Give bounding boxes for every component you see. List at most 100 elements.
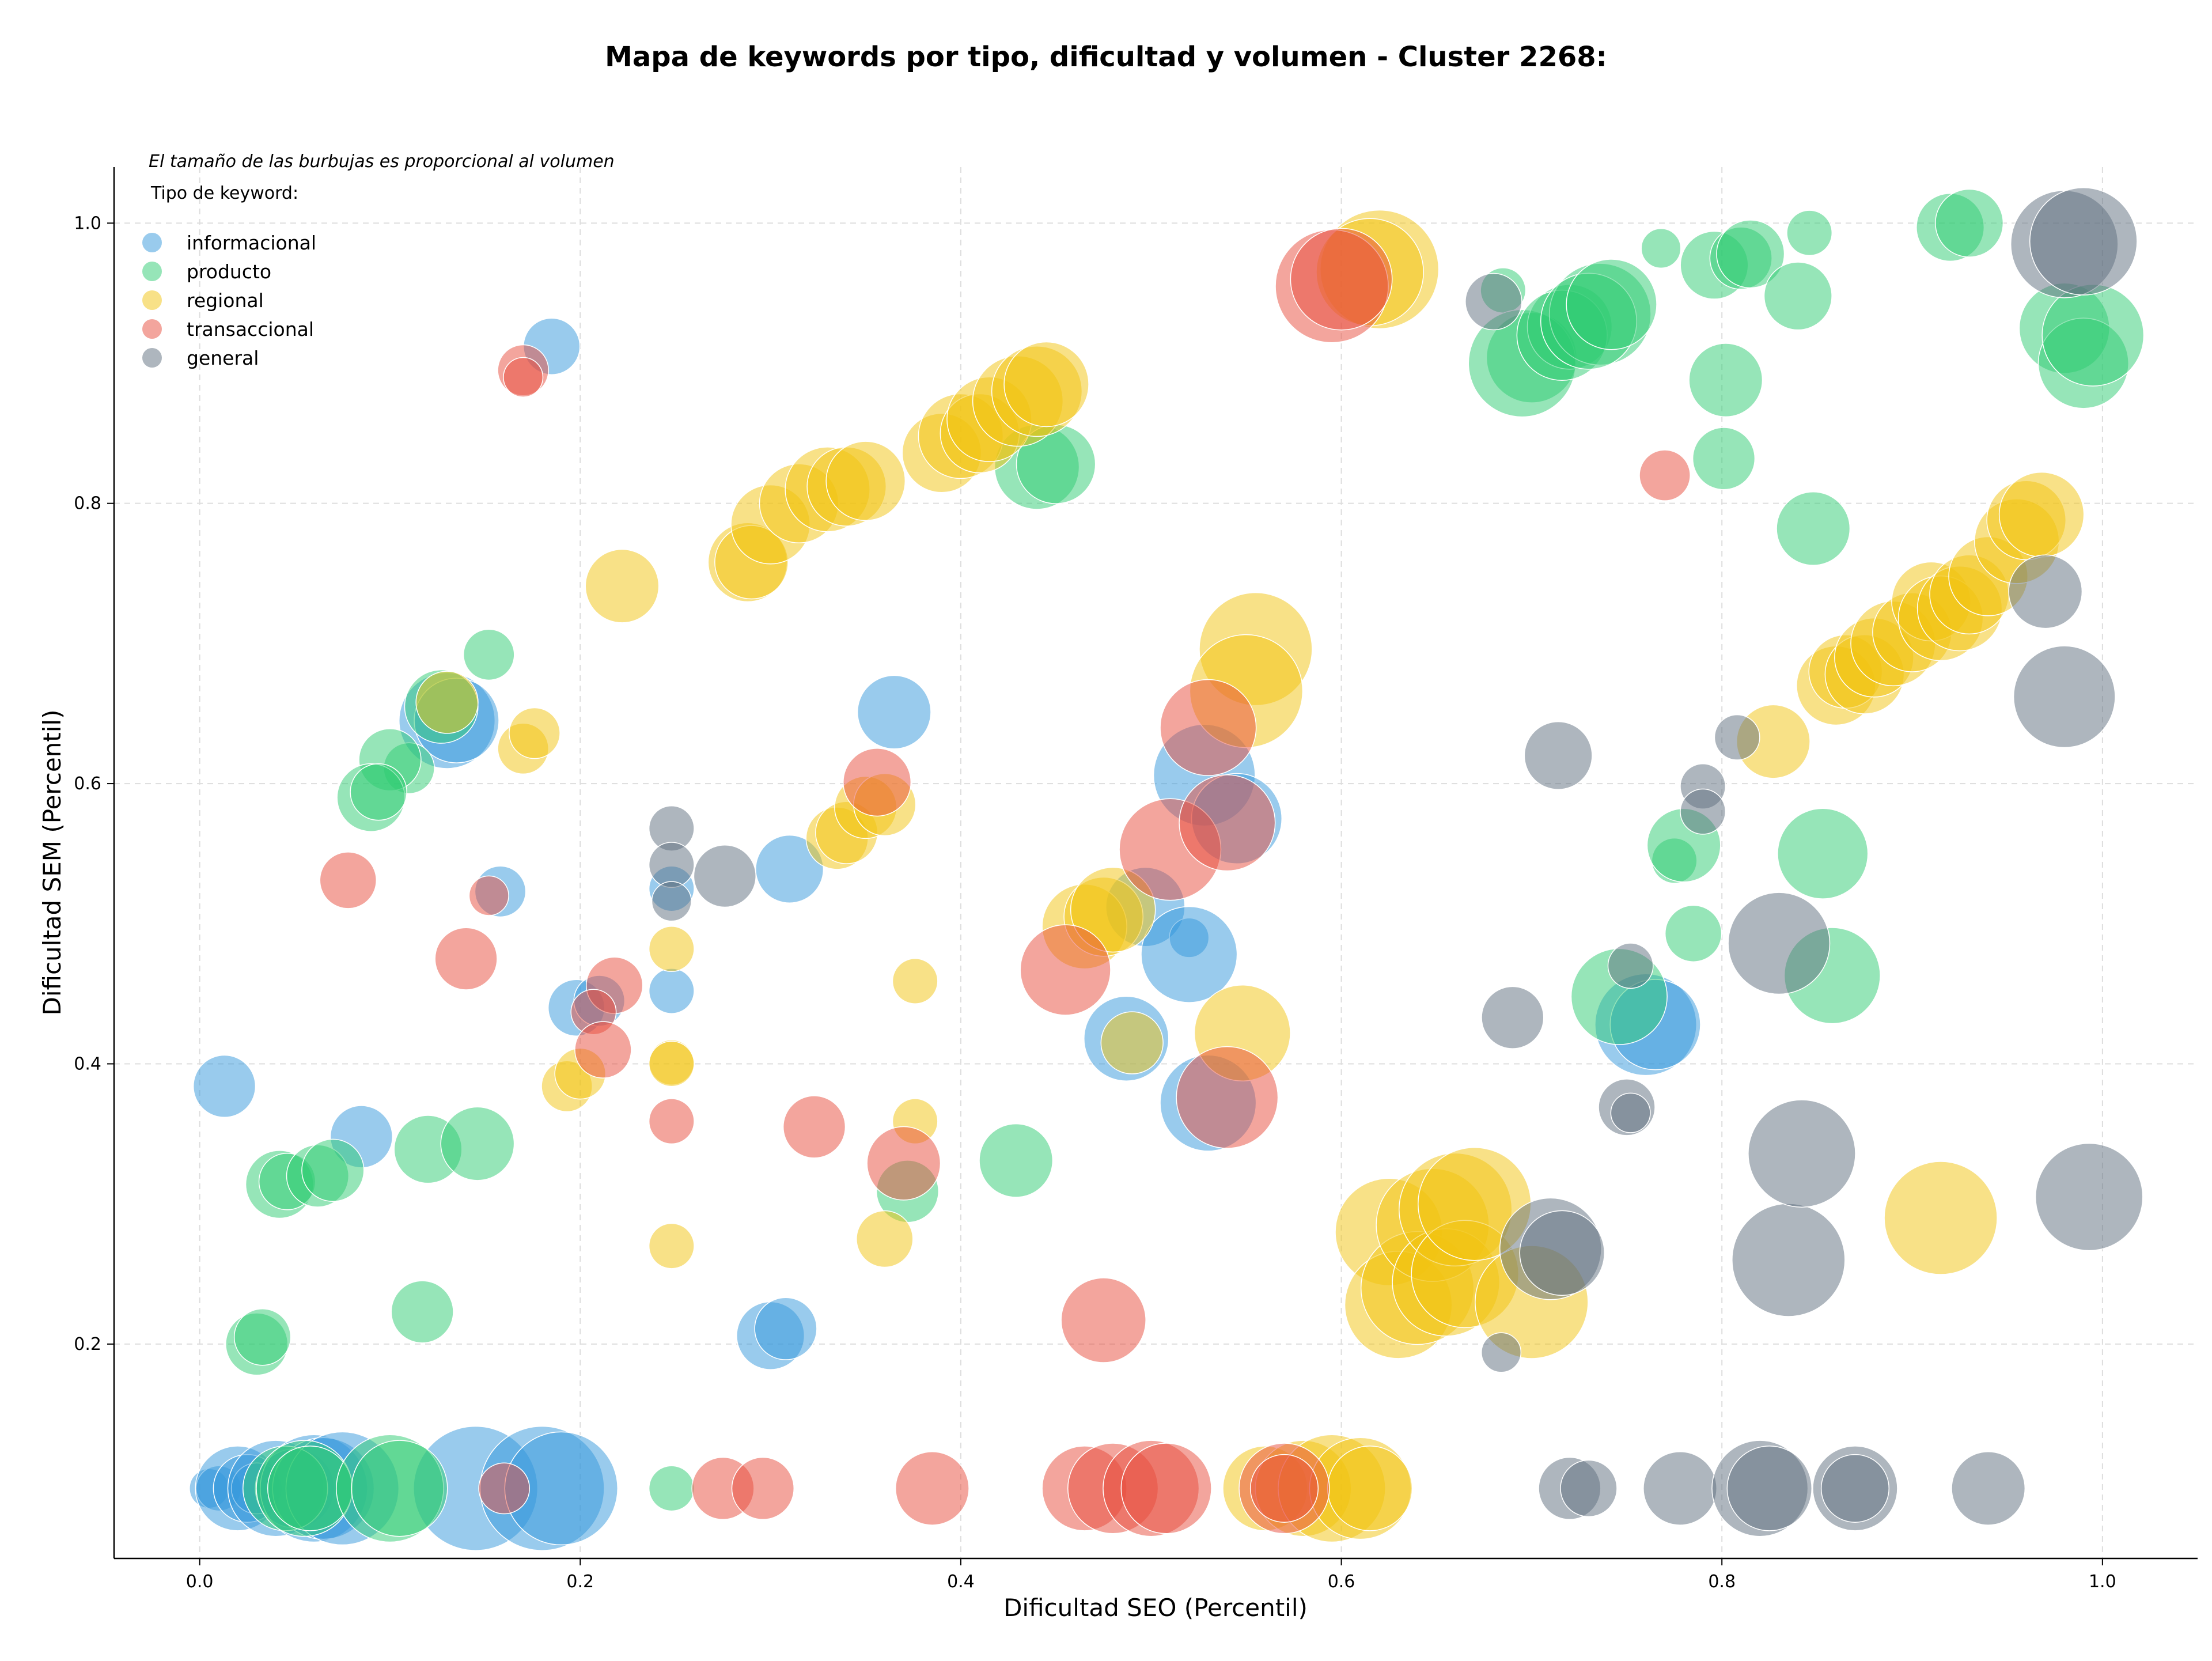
- bubble-producto: [648, 1465, 695, 1512]
- series-regional: [415, 209, 2085, 1543]
- bubble-producto: [1566, 259, 1657, 350]
- y-tick-label: 1.0: [74, 213, 101, 233]
- series-producto: [225, 188, 2145, 1543]
- bubble-informacional: [857, 675, 931, 750]
- x-tick-label: 0.4: [947, 1572, 975, 1592]
- bubble-informacional: [1141, 906, 1238, 1003]
- bubble-producto: [1641, 228, 1681, 269]
- y-tick-label: 0.6: [74, 774, 101, 794]
- y-tick-label: 0.8: [74, 494, 101, 514]
- bubble-general: [2035, 1142, 2143, 1251]
- bubble-transaccional: [1290, 228, 1393, 331]
- bubble-informacional: [755, 834, 824, 903]
- legend-title: Tipo de keyword:: [150, 183, 298, 203]
- legend-label: producto: [187, 260, 271, 283]
- bubble-transaccional: [478, 1462, 531, 1515]
- bubble-transaccional: [1160, 679, 1257, 776]
- legend-label: transaccional: [187, 318, 314, 340]
- x-tick-label: 0.8: [1708, 1572, 1736, 1592]
- bubble-producto: [463, 629, 515, 681]
- legend-item-transaccional: transaccional: [142, 318, 314, 340]
- legend-marker: [142, 262, 162, 281]
- bubble-producto: [2041, 283, 2145, 387]
- bubble-regional: [585, 548, 660, 623]
- bubble-transaccional: [1120, 1443, 1212, 1534]
- bubble-producto: [440, 1106, 515, 1181]
- bubble-transaccional: [1639, 449, 1691, 501]
- bubble-transaccional: [319, 852, 377, 909]
- bubble-producto: [1935, 188, 2004, 258]
- legend-item-producto: producto: [142, 260, 271, 283]
- bubble-producto: [1692, 427, 1756, 490]
- bubble-transaccional: [434, 927, 498, 990]
- axes: [113, 167, 2198, 1560]
- bubble-regional: [1003, 341, 1089, 427]
- bubble-transaccional: [503, 357, 544, 398]
- bubble-regional: [415, 671, 479, 734]
- bubble-general: [651, 881, 692, 922]
- bubble-regional: [1884, 1161, 1998, 1275]
- legend: Tipo de keyword: informacional producto re…: [142, 183, 316, 369]
- x-tick-label: 1.0: [2089, 1572, 2116, 1592]
- bubble-transaccional: [648, 1098, 695, 1145]
- bubble-general: [1481, 986, 1544, 1049]
- bubble-producto: [1664, 905, 1722, 963]
- bubble-regional: [648, 1223, 695, 1269]
- bubble-transaccional: [1179, 774, 1276, 872]
- bubble-regional: [1100, 1011, 1164, 1074]
- bubble-regional: [1070, 867, 1156, 953]
- bubble-producto: [1763, 262, 1832, 331]
- bubble-general: [1726, 1446, 1813, 1531]
- legend-label: general: [187, 347, 259, 369]
- series-general: [648, 187, 2143, 1537]
- legend-label: regional: [187, 289, 264, 312]
- bubble-general: [648, 842, 695, 888]
- bubble-general: [1610, 1092, 1651, 1133]
- bubble-general: [1732, 1203, 1846, 1317]
- bubble-producto: [301, 1138, 365, 1202]
- bubble-general: [693, 844, 756, 908]
- bubble-general: [1714, 714, 1760, 760]
- bubble-general: [2029, 187, 2138, 296]
- legend-item-informacional: informacional: [142, 232, 316, 254]
- bubble-regional: [648, 1041, 695, 1087]
- bubble-general: [1607, 943, 1654, 989]
- bubble-informacional: [192, 1054, 256, 1118]
- bubble-general: [1748, 1099, 1856, 1208]
- bubble-general: [1480, 1332, 1522, 1373]
- bubble-producto: [1716, 220, 1785, 289]
- axis-ticks: 0.0 0.2 0.4 0.6 0.8 1.0 0.2 0.4 0.6 0.8 1.0: [74, 213, 2116, 1592]
- bubble-transaccional: [1060, 1277, 1146, 1363]
- bubble-producto: [1777, 808, 1869, 899]
- bubble-regional: [892, 958, 938, 1004]
- bubble-producto: [1786, 210, 1833, 256]
- bubble-general: [1728, 892, 1831, 995]
- bubble-regional: [1327, 1446, 1413, 1531]
- bubble-regional: [509, 707, 560, 759]
- bubble-transaccional: [866, 1126, 941, 1201]
- bubble-general: [1951, 1451, 2026, 1526]
- bubble-regional: [1998, 471, 2085, 558]
- y-tick-label: 0.4: [74, 1054, 101, 1074]
- bubble-regional: [825, 441, 906, 521]
- bubble-producto: [979, 1123, 1054, 1198]
- x-tick-label: 0.2: [566, 1572, 594, 1592]
- bubble-informacional: [648, 968, 695, 1014]
- legend-marker: [142, 319, 162, 339]
- bubble-informacional: [754, 1297, 817, 1360]
- bubble-producto: [391, 1280, 454, 1344]
- y-axis-label: Dificultad SEM (Percentil): [38, 710, 66, 1016]
- bubble-producto: [1776, 491, 1851, 566]
- bubble-producto: [1688, 343, 1763, 418]
- bubble-transaccional: [574, 1021, 632, 1079]
- bubble-transaccional: [1020, 924, 1111, 1016]
- bubble-general: [1820, 1454, 1889, 1523]
- bubble-general: [1643, 1451, 1717, 1526]
- x-tick-label: 0.0: [186, 1572, 214, 1592]
- bubble-transaccional: [1249, 1454, 1319, 1523]
- legend-marker: [142, 233, 162, 252]
- legend-item-general: general: [142, 347, 259, 369]
- bubble-transaccional: [843, 748, 912, 817]
- bubbles: [189, 187, 2145, 1551]
